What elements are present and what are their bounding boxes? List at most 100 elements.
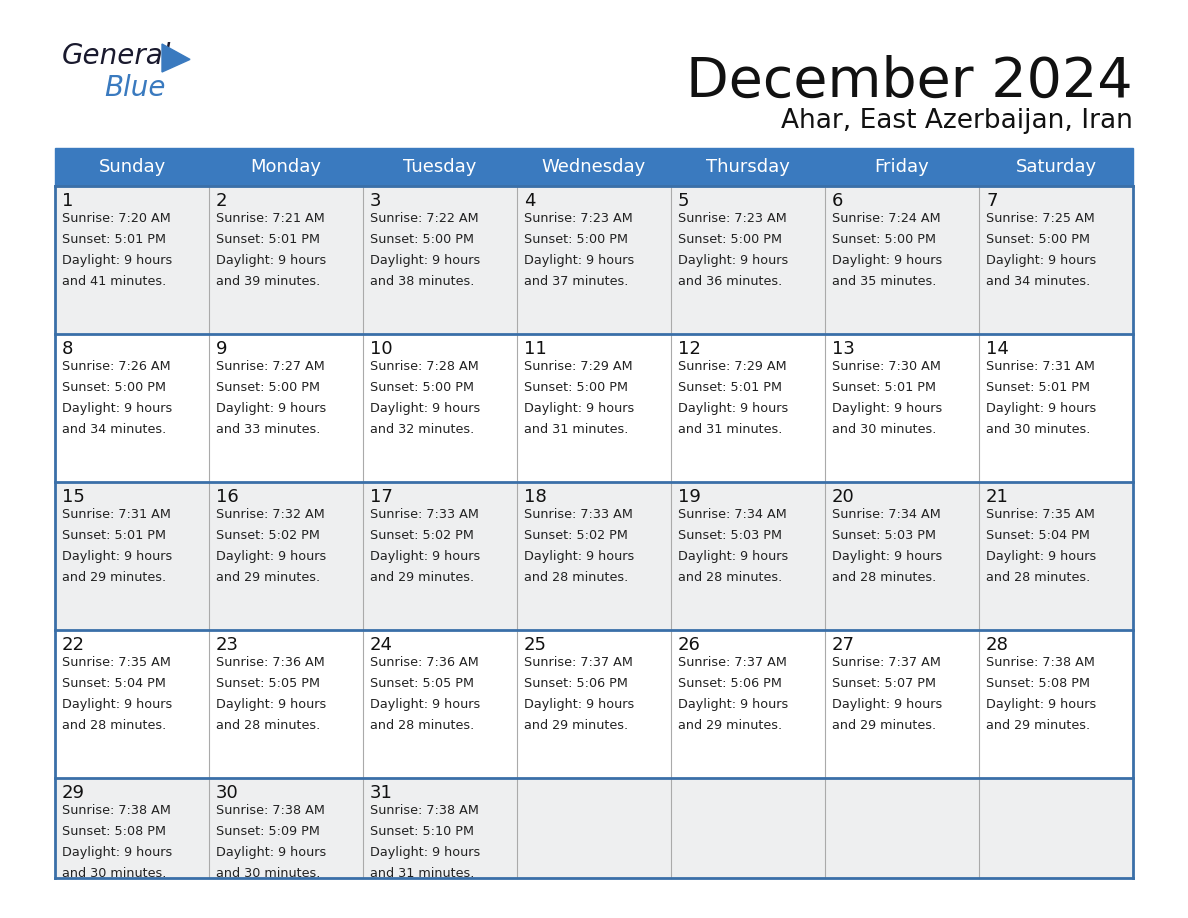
Text: Sunset: 5:00 PM: Sunset: 5:00 PM (62, 381, 166, 394)
Text: 8: 8 (62, 340, 74, 358)
Text: Sunset: 5:01 PM: Sunset: 5:01 PM (986, 381, 1091, 394)
Text: Ahar, East Azerbaijan, Iran: Ahar, East Azerbaijan, Iran (782, 108, 1133, 134)
Text: and 29 minutes.: and 29 minutes. (832, 719, 936, 732)
Text: Daylight: 9 hours: Daylight: 9 hours (216, 550, 327, 563)
Text: Sunset: 5:02 PM: Sunset: 5:02 PM (369, 529, 474, 542)
Text: Sunrise: 7:34 AM: Sunrise: 7:34 AM (832, 508, 941, 521)
Text: and 28 minutes.: and 28 minutes. (986, 571, 1091, 584)
Text: Saturday: Saturday (1016, 158, 1097, 176)
Bar (55, 148, 1133, 186)
Text: Daylight: 9 hours: Daylight: 9 hours (369, 254, 480, 267)
Text: 31: 31 (369, 784, 393, 802)
Text: 3: 3 (369, 192, 381, 210)
Text: 16: 16 (216, 488, 239, 506)
Text: and 37 minutes.: and 37 minutes. (524, 275, 628, 288)
Polygon shape (162, 44, 190, 72)
Text: Daylight: 9 hours: Daylight: 9 hours (678, 698, 789, 711)
Text: Daylight: 9 hours: Daylight: 9 hours (524, 254, 634, 267)
Text: Sunrise: 7:29 AM: Sunrise: 7:29 AM (524, 360, 633, 373)
Text: 26: 26 (678, 636, 701, 654)
Text: and 28 minutes.: and 28 minutes. (216, 719, 321, 732)
Text: 24: 24 (369, 636, 393, 654)
Text: and 28 minutes.: and 28 minutes. (62, 719, 166, 732)
Text: 29: 29 (62, 784, 86, 802)
Text: Sunrise: 7:29 AM: Sunrise: 7:29 AM (678, 360, 786, 373)
Text: Daylight: 9 hours: Daylight: 9 hours (62, 254, 172, 267)
Text: Sunset: 5:00 PM: Sunset: 5:00 PM (524, 233, 628, 246)
Text: Daylight: 9 hours: Daylight: 9 hours (369, 698, 480, 711)
Text: Sunset: 5:03 PM: Sunset: 5:03 PM (678, 529, 782, 542)
Text: 12: 12 (678, 340, 701, 358)
Text: Sunrise: 7:25 AM: Sunrise: 7:25 AM (986, 212, 1095, 225)
Text: Sunday: Sunday (99, 158, 165, 176)
Text: Sunrise: 7:24 AM: Sunrise: 7:24 AM (832, 212, 941, 225)
Text: Sunrise: 7:37 AM: Sunrise: 7:37 AM (678, 656, 786, 669)
Text: Sunrise: 7:23 AM: Sunrise: 7:23 AM (678, 212, 786, 225)
Text: Sunrise: 7:31 AM: Sunrise: 7:31 AM (986, 360, 1095, 373)
Text: Daylight: 9 hours: Daylight: 9 hours (524, 402, 634, 415)
Text: 6: 6 (832, 192, 843, 210)
Text: Daylight: 9 hours: Daylight: 9 hours (216, 698, 327, 711)
Text: 17: 17 (369, 488, 393, 506)
Text: and 29 minutes.: and 29 minutes. (986, 719, 1091, 732)
Text: Daylight: 9 hours: Daylight: 9 hours (832, 402, 942, 415)
Text: Monday: Monday (251, 158, 322, 176)
Text: Sunrise: 7:23 AM: Sunrise: 7:23 AM (524, 212, 633, 225)
Text: 22: 22 (62, 636, 86, 654)
Text: and 36 minutes.: and 36 minutes. (678, 275, 782, 288)
Text: 19: 19 (678, 488, 701, 506)
Text: and 30 minutes.: and 30 minutes. (832, 423, 936, 436)
Text: Daylight: 9 hours: Daylight: 9 hours (216, 402, 327, 415)
Text: and 28 minutes.: and 28 minutes. (678, 571, 782, 584)
Text: Daylight: 9 hours: Daylight: 9 hours (678, 254, 789, 267)
Text: Sunset: 5:06 PM: Sunset: 5:06 PM (524, 677, 628, 690)
Text: Sunset: 5:01 PM: Sunset: 5:01 PM (678, 381, 782, 394)
Text: Sunrise: 7:30 AM: Sunrise: 7:30 AM (832, 360, 941, 373)
Bar (55, 778, 1133, 878)
Text: Sunrise: 7:31 AM: Sunrise: 7:31 AM (62, 508, 171, 521)
Text: Daylight: 9 hours: Daylight: 9 hours (832, 254, 942, 267)
Text: Sunset: 5:10 PM: Sunset: 5:10 PM (369, 825, 474, 838)
Text: Daylight: 9 hours: Daylight: 9 hours (832, 550, 942, 563)
Text: Daylight: 9 hours: Daylight: 9 hours (216, 846, 327, 859)
Text: Sunset: 5:00 PM: Sunset: 5:00 PM (524, 381, 628, 394)
Text: and 29 minutes.: and 29 minutes. (524, 719, 628, 732)
Text: Daylight: 9 hours: Daylight: 9 hours (986, 402, 1097, 415)
Bar (55, 334, 1133, 482)
Text: and 35 minutes.: and 35 minutes. (832, 275, 936, 288)
Text: Sunset: 5:02 PM: Sunset: 5:02 PM (524, 529, 628, 542)
Text: Sunrise: 7:32 AM: Sunrise: 7:32 AM (216, 508, 324, 521)
Text: Daylight: 9 hours: Daylight: 9 hours (62, 698, 172, 711)
Text: Sunset: 5:04 PM: Sunset: 5:04 PM (62, 677, 166, 690)
Text: 1: 1 (62, 192, 74, 210)
Text: Daylight: 9 hours: Daylight: 9 hours (524, 698, 634, 711)
Text: and 41 minutes.: and 41 minutes. (62, 275, 166, 288)
Text: 15: 15 (62, 488, 84, 506)
Text: 18: 18 (524, 488, 546, 506)
Text: and 29 minutes.: and 29 minutes. (216, 571, 320, 584)
Text: Sunset: 5:00 PM: Sunset: 5:00 PM (832, 233, 936, 246)
Text: Sunrise: 7:36 AM: Sunrise: 7:36 AM (216, 656, 324, 669)
Text: Sunrise: 7:28 AM: Sunrise: 7:28 AM (369, 360, 479, 373)
Text: Daylight: 9 hours: Daylight: 9 hours (216, 254, 327, 267)
Text: 13: 13 (832, 340, 855, 358)
Text: Sunset: 5:03 PM: Sunset: 5:03 PM (832, 529, 936, 542)
Text: 7: 7 (986, 192, 998, 210)
Text: Tuesday: Tuesday (403, 158, 476, 176)
Text: Sunset: 5:00 PM: Sunset: 5:00 PM (986, 233, 1091, 246)
Text: Sunrise: 7:37 AM: Sunrise: 7:37 AM (524, 656, 633, 669)
Text: Sunrise: 7:20 AM: Sunrise: 7:20 AM (62, 212, 171, 225)
Text: Sunset: 5:01 PM: Sunset: 5:01 PM (62, 529, 166, 542)
Text: 14: 14 (986, 340, 1009, 358)
Text: and 30 minutes.: and 30 minutes. (62, 867, 166, 880)
Text: Sunset: 5:08 PM: Sunset: 5:08 PM (986, 677, 1091, 690)
Text: and 28 minutes.: and 28 minutes. (832, 571, 936, 584)
Text: Sunset: 5:00 PM: Sunset: 5:00 PM (216, 381, 320, 394)
Text: Daylight: 9 hours: Daylight: 9 hours (832, 698, 942, 711)
Text: and 34 minutes.: and 34 minutes. (62, 423, 166, 436)
Text: Sunrise: 7:35 AM: Sunrise: 7:35 AM (986, 508, 1095, 521)
Text: General: General (62, 42, 171, 70)
Text: 5: 5 (678, 192, 689, 210)
Text: and 30 minutes.: and 30 minutes. (986, 423, 1091, 436)
Text: Sunset: 5:00 PM: Sunset: 5:00 PM (369, 233, 474, 246)
